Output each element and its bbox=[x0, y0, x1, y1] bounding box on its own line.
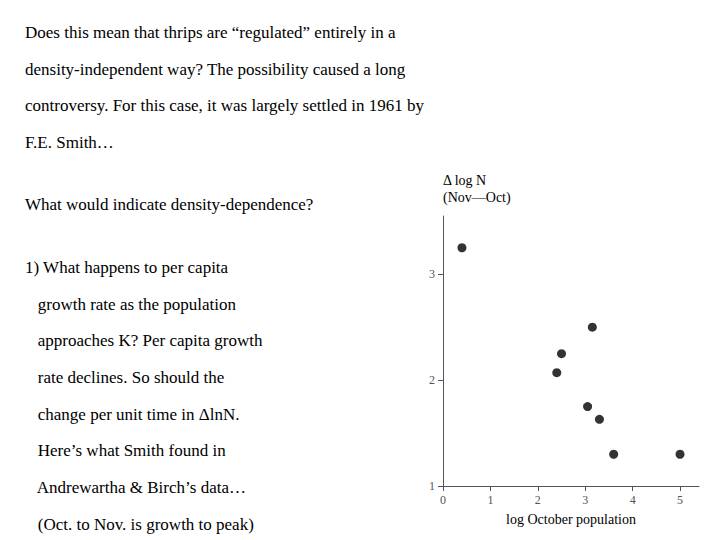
svg-text:2: 2 bbox=[535, 493, 541, 507]
svg-text:1) What happens to per capita: 1) What happens to per capita bbox=[25, 258, 229, 277]
svg-text:3: 3 bbox=[429, 267, 435, 281]
svg-text:1: 1 bbox=[487, 493, 493, 507]
svg-text:3: 3 bbox=[582, 493, 588, 507]
svg-text:(Oct. to Nov. is growth to pea: (Oct. to Nov. is growth to peak) bbox=[25, 515, 254, 534]
svg-text:growth rate as the population: growth rate as the population bbox=[25, 295, 237, 314]
svg-text:5: 5 bbox=[677, 493, 683, 507]
svg-text:log October population: log October population bbox=[506, 512, 636, 527]
svg-text:Here’s what Smith found in: Here’s what Smith found in bbox=[25, 441, 226, 460]
svg-text:2: 2 bbox=[429, 373, 435, 387]
svg-text:density-independent way? The p: density-independent way? The possibility… bbox=[25, 60, 406, 79]
svg-text:(Nov—Oct): (Nov—Oct) bbox=[443, 190, 511, 206]
svg-text:0: 0 bbox=[440, 493, 446, 507]
svg-text:Does this mean that thrips are: Does this mean that thrips are “regulate… bbox=[25, 23, 396, 42]
svg-text:4: 4 bbox=[630, 493, 636, 507]
svg-text:controversy. For this case, it: controversy. For this case, it was large… bbox=[25, 96, 424, 115]
svg-text:Δ log N: Δ log N bbox=[443, 173, 486, 188]
svg-text:F.E. Smith…: F.E. Smith… bbox=[25, 133, 114, 152]
svg-text:What would indicate density-de: What would indicate density-dependence? bbox=[25, 195, 313, 214]
svg-text:approaches K? Per capita growt: approaches K? Per capita growth bbox=[25, 331, 263, 350]
svg-text:rate declines. So should the: rate declines. So should the bbox=[25, 368, 224, 387]
svg-text:Andrewartha & Birch’s data…: Andrewartha & Birch’s data… bbox=[25, 478, 246, 497]
svg-text:change per unit time in ΔlnN.: change per unit time in ΔlnN. bbox=[25, 405, 239, 424]
svg-text:1: 1 bbox=[429, 479, 435, 493]
